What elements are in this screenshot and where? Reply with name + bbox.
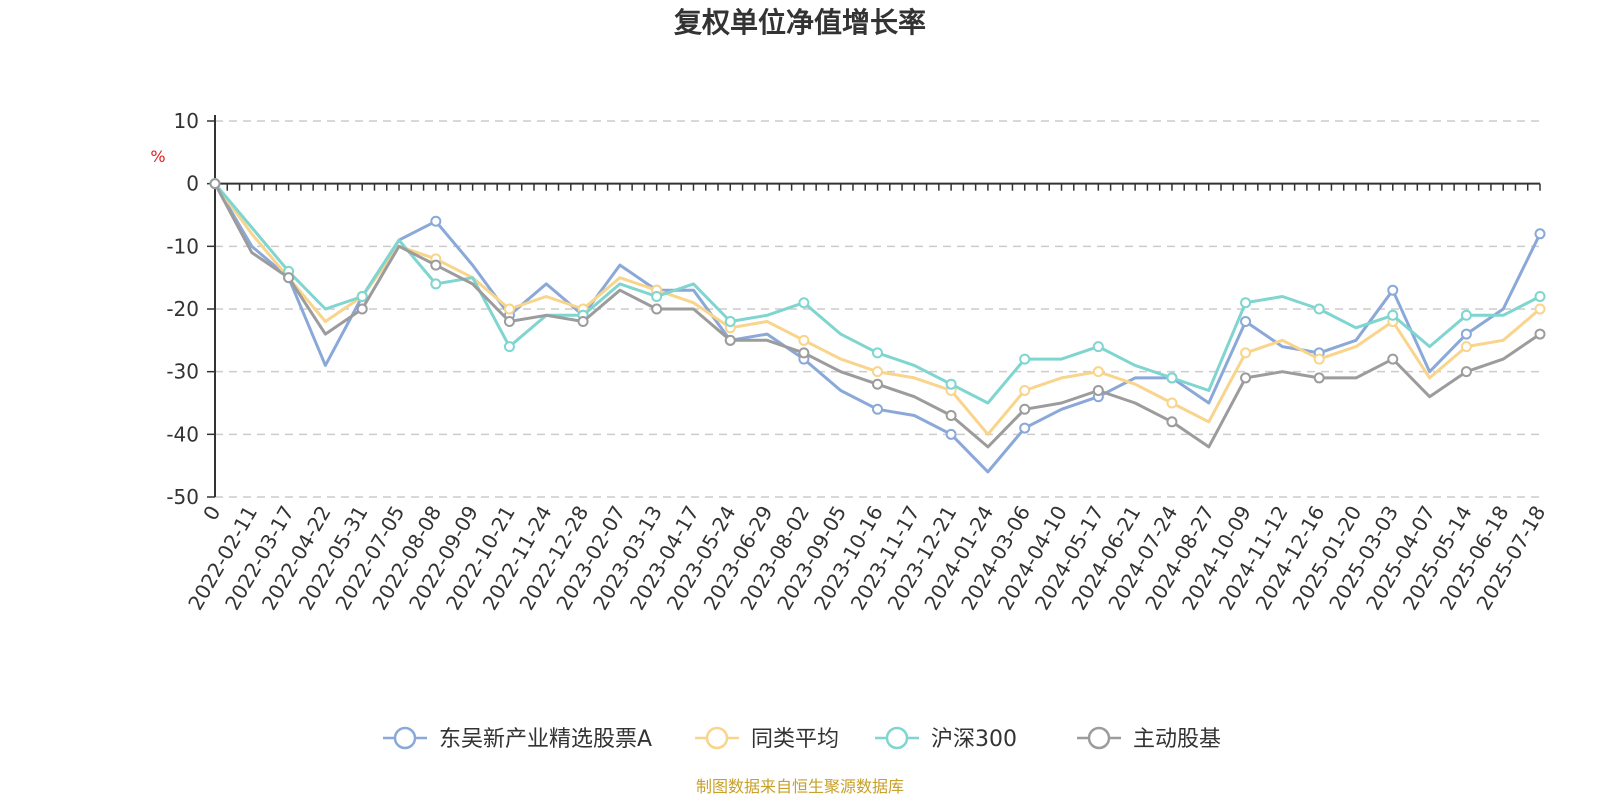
series-0 bbox=[209, 178, 1546, 474]
data-point bbox=[872, 347, 883, 359]
legend-item[interactable]: 同类平均 bbox=[695, 726, 839, 752]
legend-swatch-marker bbox=[885, 726, 909, 750]
y-axis-unit-label: % bbox=[150, 147, 165, 166]
data-point bbox=[1092, 366, 1104, 378]
y-tick-label: 10 bbox=[174, 109, 199, 133]
legend-item[interactable]: 沪深300 bbox=[875, 726, 1017, 752]
legend-swatch-marker bbox=[705, 726, 729, 750]
x-tick-label: 0 bbox=[198, 502, 225, 525]
data-point bbox=[724, 316, 736, 328]
data-point bbox=[1240, 372, 1252, 384]
axes: 100-10-20-30-40-5002022-02-112022-03-172… bbox=[166, 109, 1550, 614]
data-point bbox=[872, 403, 883, 415]
data-point bbox=[1092, 341, 1104, 353]
data-point bbox=[1240, 316, 1252, 328]
data-point bbox=[872, 366, 883, 378]
data-point bbox=[1166, 372, 1178, 384]
legend-item[interactable]: 东吴新产业精选股票A bbox=[383, 726, 652, 752]
data-point bbox=[724, 334, 736, 346]
data-point bbox=[651, 290, 663, 302]
data-point bbox=[1313, 372, 1325, 384]
chart-title: 复权单位净值增长率 bbox=[674, 6, 926, 39]
legend-swatch-marker bbox=[393, 726, 417, 750]
legend-label: 东吴新产业精选股票A bbox=[439, 727, 652, 752]
data-point bbox=[945, 378, 957, 390]
data-point bbox=[1460, 328, 1472, 340]
data-point bbox=[798, 297, 810, 309]
data-point bbox=[1092, 384, 1104, 396]
data-point bbox=[209, 178, 221, 190]
data-point bbox=[1460, 309, 1472, 321]
data-point bbox=[1019, 403, 1031, 415]
data-point bbox=[430, 259, 442, 271]
data-point bbox=[1240, 297, 1252, 309]
data-point bbox=[430, 278, 442, 290]
legend-label: 同类平均 bbox=[751, 727, 839, 752]
data-point bbox=[1019, 353, 1031, 365]
data-point bbox=[1534, 303, 1546, 315]
data-point bbox=[872, 378, 883, 390]
y-tick-label: -30 bbox=[166, 360, 199, 384]
data-point bbox=[1460, 341, 1472, 353]
data-point bbox=[1166, 416, 1178, 428]
legend-label: 主动股基 bbox=[1133, 727, 1221, 752]
data-point bbox=[1387, 284, 1399, 296]
data-point bbox=[503, 341, 515, 353]
data-point bbox=[430, 215, 442, 227]
data-point bbox=[1534, 228, 1546, 240]
legend[interactable]: 东吴新产业精选股票A 同类平均 沪深300 主动股基 bbox=[383, 726, 1221, 752]
data-point bbox=[356, 290, 368, 302]
data-point bbox=[1387, 309, 1399, 321]
data-point bbox=[1166, 397, 1178, 409]
data-point bbox=[1019, 384, 1031, 396]
y-tick-label: -10 bbox=[166, 234, 199, 258]
grid-lines bbox=[215, 120, 1540, 498]
series-1 bbox=[209, 178, 1546, 436]
data-point bbox=[651, 303, 663, 315]
y-tick-label: -40 bbox=[166, 422, 199, 446]
y-tick-label: -20 bbox=[166, 297, 199, 321]
series-2 bbox=[209, 178, 1546, 405]
legend-label: 沪深300 bbox=[931, 727, 1017, 752]
data-point bbox=[1313, 353, 1325, 365]
data-point bbox=[283, 272, 295, 284]
data-point bbox=[798, 347, 810, 359]
data-point bbox=[1460, 366, 1472, 378]
series-lines bbox=[209, 178, 1546, 474]
data-point bbox=[1240, 347, 1252, 359]
data-point bbox=[356, 303, 368, 315]
data-point bbox=[503, 303, 515, 315]
data-point bbox=[503, 316, 515, 328]
data-point bbox=[1387, 353, 1399, 365]
data-point bbox=[945, 428, 957, 440]
source-note: 制图数据来自恒生聚源数据库 bbox=[696, 777, 904, 796]
legend-item[interactable]: 主动股基 bbox=[1077, 726, 1221, 752]
data-point bbox=[1313, 303, 1325, 315]
legend-swatch-marker bbox=[1087, 726, 1111, 750]
data-point bbox=[577, 316, 589, 328]
data-point bbox=[1019, 422, 1031, 434]
data-point bbox=[1534, 290, 1546, 302]
y-tick-label: 0 bbox=[186, 172, 199, 196]
data-point bbox=[798, 334, 810, 346]
y-tick-label: -50 bbox=[166, 485, 199, 509]
data-point bbox=[945, 410, 957, 422]
series-3 bbox=[209, 178, 1546, 449]
series-line bbox=[213, 182, 1542, 474]
data-point bbox=[1534, 328, 1546, 340]
